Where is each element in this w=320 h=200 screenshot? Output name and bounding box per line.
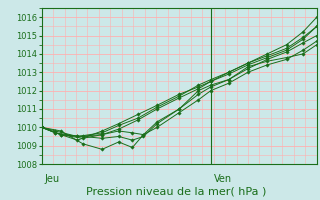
Text: Ven: Ven bbox=[214, 174, 232, 184]
Text: Pression niveau de la mer( hPa ): Pression niveau de la mer( hPa ) bbox=[86, 186, 266, 196]
Text: Jeu: Jeu bbox=[44, 174, 60, 184]
